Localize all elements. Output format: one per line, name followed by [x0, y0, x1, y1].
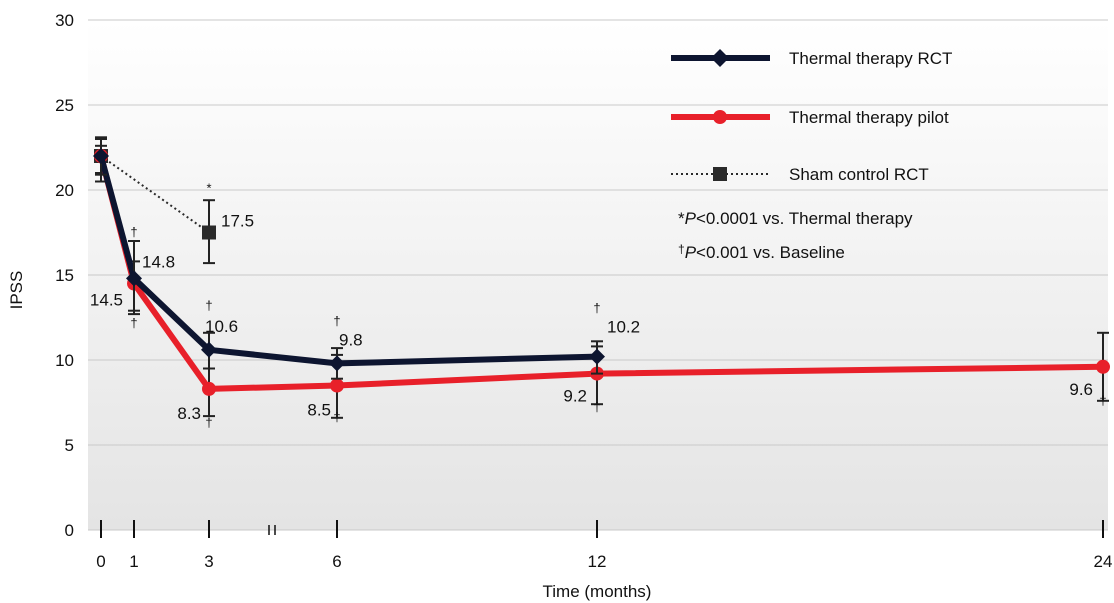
significance-mark-below-1-3: † — [333, 410, 340, 425]
y-tick-label-20: 20 — [55, 181, 74, 200]
significance-mark-below-1-5: † — [1099, 393, 1106, 408]
y-tick-label-15: 15 — [55, 266, 74, 285]
significance-mark-above-0-4: † — [593, 301, 600, 316]
significance-mark-above-0-3: † — [333, 313, 340, 328]
significance-mark-below-1-4: † — [593, 400, 600, 415]
significance-mark-below-1-1: † — [130, 316, 137, 331]
significance-note-0: *P<0.0001 vs. Thermal therapy — [678, 209, 913, 228]
x-tick-label-3: 3 — [204, 552, 213, 571]
x-tick-label-6: 6 — [332, 552, 341, 571]
data-label-2-1: 17.5 — [221, 212, 254, 231]
y-tick-label-25: 25 — [55, 96, 74, 115]
legend-swatch-marker-2 — [713, 167, 727, 181]
x-tick-label-0: 0 — [96, 552, 105, 571]
x-tick-label-12: 12 — [588, 552, 607, 571]
significance-mark-above-2-1: * — [206, 181, 211, 196]
significance-mark-below-1-2: † — [205, 415, 212, 430]
data-label-1-1: 14.5 — [90, 291, 123, 310]
data-point-1-3 — [330, 379, 344, 393]
data-label-1-2: 8.3 — [177, 404, 201, 423]
data-point-1-5 — [1096, 360, 1110, 374]
legend-label-0: Thermal therapy RCT — [789, 49, 952, 68]
data-point-1-2 — [202, 382, 216, 396]
data-label-0-2: 10.6 — [205, 317, 238, 336]
y-axis-title: IPSS — [7, 271, 26, 310]
y-tick-label-5: 5 — [65, 436, 74, 455]
legend-swatch-marker-1 — [713, 110, 727, 124]
x-tick-label-24: 24 — [1094, 552, 1113, 571]
data-label-0-1: 14.8 — [142, 252, 175, 271]
data-label-1-5: 9.6 — [1069, 380, 1093, 399]
data-label-0-4: 10.2 — [607, 318, 640, 337]
x-tick-label-1: 1 — [129, 552, 138, 571]
significance-mark-above-0-1: † — [130, 224, 137, 239]
legend-label-2: Sham control RCT — [789, 165, 929, 184]
y-tick-label-10: 10 — [55, 351, 74, 370]
y-tick-label-30: 30 — [55, 11, 74, 30]
x-axis-title: Time (months) — [543, 582, 652, 601]
significance-note-1: †P<0.001 vs. Baseline — [678, 242, 845, 262]
data-label-1-3: 8.5 — [307, 401, 331, 420]
legend-label-1: Thermal therapy pilot — [789, 108, 949, 127]
y-tick-label-0: 0 — [65, 521, 74, 540]
y-axis-ticks: 0 5 10 15 20 25 30 — [55, 11, 74, 540]
data-label-1-4: 9.2 — [563, 387, 587, 406]
data-point-2-1 — [202, 226, 216, 240]
data-label-0-3: 9.8 — [339, 330, 363, 349]
significance-mark-above-0-2: † — [205, 298, 212, 313]
